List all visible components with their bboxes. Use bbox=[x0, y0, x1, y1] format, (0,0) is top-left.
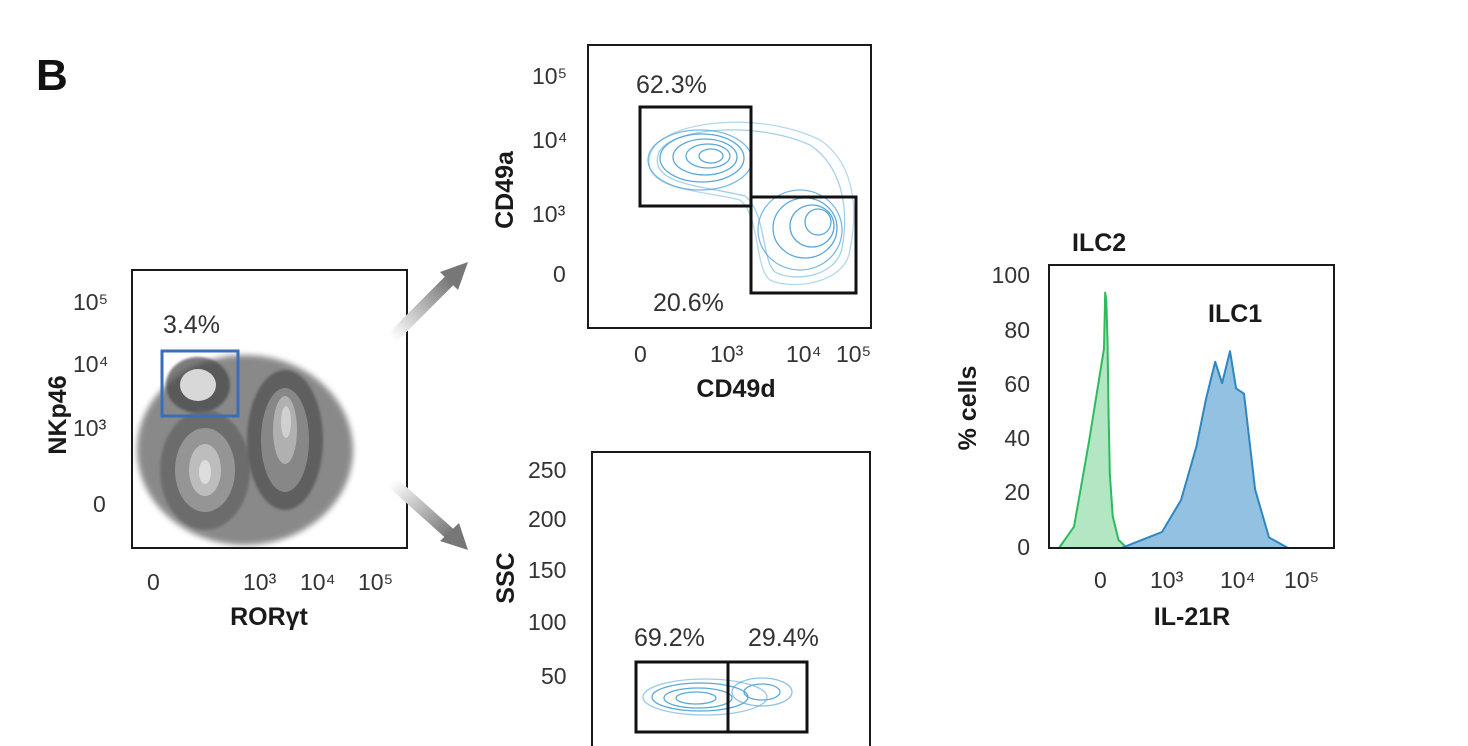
plot2-ytick-1e4: 10⁴ bbox=[532, 127, 567, 153]
plot-il21r-histogram: 100 80 60 40 20 0 0 10³ 10⁴ 10⁵ IL-21R %… bbox=[954, 229, 1335, 631]
plot3-gate-left bbox=[634, 660, 730, 734]
plot1-ytick-1e3: 10³ bbox=[73, 415, 107, 441]
plot1-ylabel: NKp46 bbox=[44, 375, 72, 454]
plot1-xtick-1e3: 10³ bbox=[243, 569, 277, 595]
plot4-xtick-0: 0 bbox=[1094, 567, 1107, 593]
plot3-ytick-100: 100 bbox=[528, 609, 566, 635]
plot3-ytick-250: 250 bbox=[528, 457, 566, 483]
plot4-ytick-20: 20 bbox=[1004, 479, 1030, 505]
plot-cd49a-cd49d: 62.3% 20.6% 10⁵ 10⁴ 10³ 0 0 10³ 10⁴ 10⁵ … bbox=[491, 44, 872, 403]
plot3-ytick-50: 50 bbox=[541, 663, 567, 689]
plot1-gate-nkp46pos bbox=[160, 349, 240, 418]
plot2-ylabel: CD49a bbox=[491, 150, 519, 229]
histogram-series-ilc2 bbox=[1058, 291, 1129, 549]
plot3-ylabel: SSC bbox=[492, 552, 520, 603]
plot1-xlabel: RORγt bbox=[230, 603, 308, 631]
plot2-ytick-1e5: 10⁵ bbox=[532, 63, 567, 89]
plot4-ytick-0: 0 bbox=[1017, 534, 1030, 560]
plot4-ytick-80: 80 bbox=[1004, 317, 1030, 343]
plot1-frame bbox=[131, 269, 408, 549]
legend-ilc2: ILC2 bbox=[1072, 229, 1126, 257]
plot4-ytick-40: 40 bbox=[1004, 425, 1030, 451]
plot2-gate-upper-left bbox=[638, 105, 753, 208]
plot1-ytick-1e5: 10⁵ bbox=[73, 289, 108, 315]
legend-ilc1: ILC1 bbox=[1208, 300, 1262, 328]
plot1-xtick-1e4: 10⁴ bbox=[300, 569, 335, 595]
plot3-frame bbox=[591, 451, 871, 746]
plot3-gate1-percent: 69.2% bbox=[634, 624, 705, 652]
plot3-ytick-200: 200 bbox=[528, 506, 566, 532]
plot2-gate2-percent: 20.6% bbox=[653, 289, 724, 317]
panel-letter: B bbox=[36, 51, 68, 100]
plot2-xtick-1e4: 10⁴ bbox=[786, 341, 821, 367]
plot1-ytick-1e4: 10⁴ bbox=[73, 351, 108, 377]
plot3-gate2-percent: 29.4% bbox=[748, 624, 819, 652]
plot4-ylabel: % cells bbox=[954, 366, 982, 451]
plot1-gate-percent: 3.4% bbox=[163, 311, 220, 339]
plot4-xlabel: IL-21R bbox=[1154, 603, 1230, 631]
plot2-gate-lower-right bbox=[749, 195, 858, 295]
plot4-xtick-1e3: 10³ bbox=[1150, 567, 1184, 593]
plot3-contours bbox=[642, 677, 793, 716]
plot-nkp46-rorgt: 3.4% 10⁵ 10⁴ 10³ 0 0 10³ 10⁴ 10⁵ RORγt N… bbox=[44, 269, 408, 631]
arrow-up bbox=[387, 262, 468, 343]
plot2-ytick-0: 0 bbox=[553, 261, 566, 287]
plot2-xtick-1e3: 10³ bbox=[710, 341, 744, 367]
plot3-ytick-150: 150 bbox=[528, 557, 566, 583]
plot4-xtick-1e4: 10⁴ bbox=[1220, 567, 1255, 593]
plot1-xtick-0: 0 bbox=[147, 569, 160, 595]
plot1-xtick-1e5: 10⁵ bbox=[358, 569, 393, 595]
plot4-ytick-100: 100 bbox=[992, 262, 1030, 288]
histogram-areas bbox=[1058, 291, 1289, 549]
plot1-density-cloud bbox=[137, 355, 353, 545]
plot3-gate-right bbox=[726, 660, 809, 734]
arrow-down bbox=[387, 477, 468, 550]
plot2-frame bbox=[587, 44, 872, 329]
plot2-gate1-percent: 62.3% bbox=[636, 71, 707, 99]
plot-ssc: 69.2% 29.4% 250 200 150 100 50 SSC bbox=[492, 451, 871, 746]
plot1-ytick-0: 0 bbox=[93, 491, 106, 517]
plot2-ytick-1e3: 10³ bbox=[532, 201, 566, 227]
plot2-xlabel: CD49d bbox=[696, 375, 775, 403]
plot2-xtick-0: 0 bbox=[634, 341, 647, 367]
plot4-xtick-1e5: 10⁵ bbox=[1284, 567, 1319, 593]
histogram-series-ilc1 bbox=[1120, 350, 1289, 549]
plot4-frame bbox=[1048, 264, 1335, 549]
plot4-ytick-60: 60 bbox=[1004, 371, 1030, 397]
plot2-xtick-1e5: 10⁵ bbox=[836, 341, 871, 367]
